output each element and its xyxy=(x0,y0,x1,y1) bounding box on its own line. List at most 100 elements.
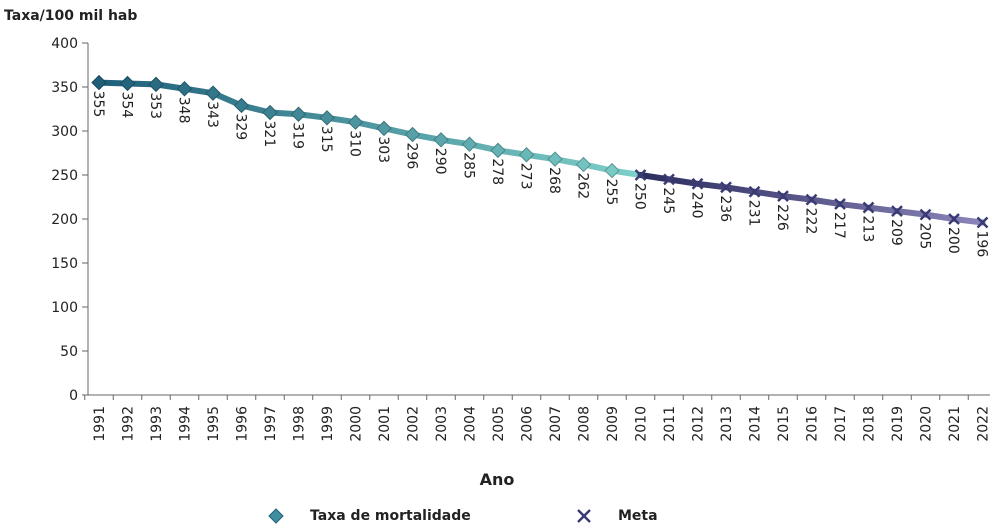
data-label: 278 xyxy=(489,158,505,185)
meta-marker-stroke xyxy=(834,198,846,210)
data-label: 310 xyxy=(347,130,363,157)
mortality-marker xyxy=(91,74,107,91)
data-label: 353 xyxy=(147,92,163,119)
x-tick-label: 2011 xyxy=(662,406,678,442)
mortality-marker xyxy=(376,120,392,137)
x-tick-label: 2015 xyxy=(776,406,792,442)
meta-marker xyxy=(777,190,789,203)
x-tick-label: 2013 xyxy=(719,406,735,442)
meta-marker-stroke xyxy=(891,205,903,217)
x-tick-label: 2007 xyxy=(548,406,564,442)
data-label: 321 xyxy=(261,121,277,148)
data-label: 329 xyxy=(233,113,249,140)
x-tick-label: 2019 xyxy=(890,406,906,442)
y-tick-label: 50 xyxy=(60,344,78,360)
meta-marker xyxy=(862,201,875,214)
x-tick-label: 2014 xyxy=(748,406,764,442)
data-label: 268 xyxy=(546,167,562,194)
x-tick-label: 2004 xyxy=(463,406,479,442)
meta-marker xyxy=(891,205,903,217)
mortality-marker xyxy=(433,132,449,148)
y-axis-title: Taxa/100 mil hab xyxy=(4,8,138,24)
meta-marker-stroke xyxy=(720,181,732,194)
y-tick-label: 150 xyxy=(51,256,78,272)
x-tick-label: 1993 xyxy=(149,406,165,442)
mortality-marker xyxy=(148,76,164,93)
data-label: 273 xyxy=(518,163,534,190)
x-tick-label: 2012 xyxy=(691,406,707,442)
y-tick-label: 350 xyxy=(51,80,78,96)
x-tick-label: 1997 xyxy=(263,406,279,442)
mortality-marker xyxy=(176,81,193,97)
x-tick-label: 2001 xyxy=(377,406,393,442)
mortality-marker xyxy=(290,106,307,122)
x-tick-label: 2022 xyxy=(976,406,992,442)
mortality-marker xyxy=(119,75,136,92)
x-axis-title: Ano xyxy=(479,470,515,489)
y-tick-label: 300 xyxy=(51,124,78,140)
mortality-marker xyxy=(233,97,250,114)
data-label: 205 xyxy=(917,223,933,250)
data-label: 290 xyxy=(432,148,448,175)
meta-marker-stroke xyxy=(748,185,761,198)
mortality-marker xyxy=(205,85,221,101)
data-label: 296 xyxy=(404,143,420,170)
data-label: 354 xyxy=(119,91,135,118)
x-tick-label: 2002 xyxy=(406,406,422,442)
data-label: 217 xyxy=(831,212,847,239)
mortality-marker xyxy=(604,162,620,179)
meta-marker-stroke xyxy=(948,213,960,225)
data-label: 319 xyxy=(290,122,306,149)
data-label: 255 xyxy=(603,179,619,206)
x-tick-label: 1994 xyxy=(178,406,194,442)
x-tick-label: 2000 xyxy=(349,406,365,442)
x-tick-label: 1998 xyxy=(292,406,308,442)
x-tick-label: 1992 xyxy=(121,406,137,442)
mortality-marker xyxy=(347,114,364,130)
data-label: 213 xyxy=(860,216,876,243)
x-tick-label: 2016 xyxy=(805,406,821,442)
x-tick-label: 2017 xyxy=(833,406,849,442)
mortality-marker xyxy=(575,156,592,173)
data-label: 355 xyxy=(90,91,106,118)
series-lines xyxy=(96,79,986,226)
x-tick-label: 1999 xyxy=(320,406,336,442)
y-tick-label: 0 xyxy=(69,388,78,404)
data-label: 303 xyxy=(375,136,391,163)
y-tick-label: 100 xyxy=(51,300,78,316)
meta-marker xyxy=(663,173,675,186)
data-label: 200 xyxy=(945,227,961,254)
meta-marker xyxy=(805,193,818,206)
legend-label-meta: Meta xyxy=(618,508,658,524)
meta-marker xyxy=(748,185,761,198)
meta-marker xyxy=(834,198,846,210)
y-tick-label: 250 xyxy=(51,168,78,184)
data-label: 236 xyxy=(717,195,733,222)
data-label: 245 xyxy=(660,187,676,214)
data-label: 285 xyxy=(461,152,477,179)
data-label: 250 xyxy=(632,183,648,210)
meta-marker-stroke xyxy=(805,193,818,206)
x-tick-label: 1996 xyxy=(235,406,251,442)
x-tick-label: 2021 xyxy=(947,406,963,442)
meta-marker-stroke xyxy=(663,173,675,186)
data-label: 348 xyxy=(176,97,192,124)
meta-marker xyxy=(691,177,704,190)
meta-marker-stroke xyxy=(976,216,989,229)
x-tick-label: 2018 xyxy=(862,406,878,442)
data-label: 222 xyxy=(803,208,819,235)
data-labels: 355 354 353 348 343 329 321 319 315 310 303 296 290 2… xyxy=(90,91,990,258)
meta-marker-stroke xyxy=(919,208,932,221)
mortality-marker xyxy=(518,147,535,163)
meta-marker xyxy=(720,181,732,194)
data-label: 226 xyxy=(774,204,790,231)
data-label: 315 xyxy=(318,126,334,153)
y-tick-label: 200 xyxy=(51,212,78,228)
legend-label-taxa: Taxa de mortalidade xyxy=(310,508,471,524)
x-tick-label: 2009 xyxy=(605,406,621,442)
y-tick-label: 400 xyxy=(51,36,78,52)
data-label: 209 xyxy=(888,219,904,246)
x-tick-label: 1991 xyxy=(92,406,108,442)
x-tick-label: 2010 xyxy=(634,406,650,442)
